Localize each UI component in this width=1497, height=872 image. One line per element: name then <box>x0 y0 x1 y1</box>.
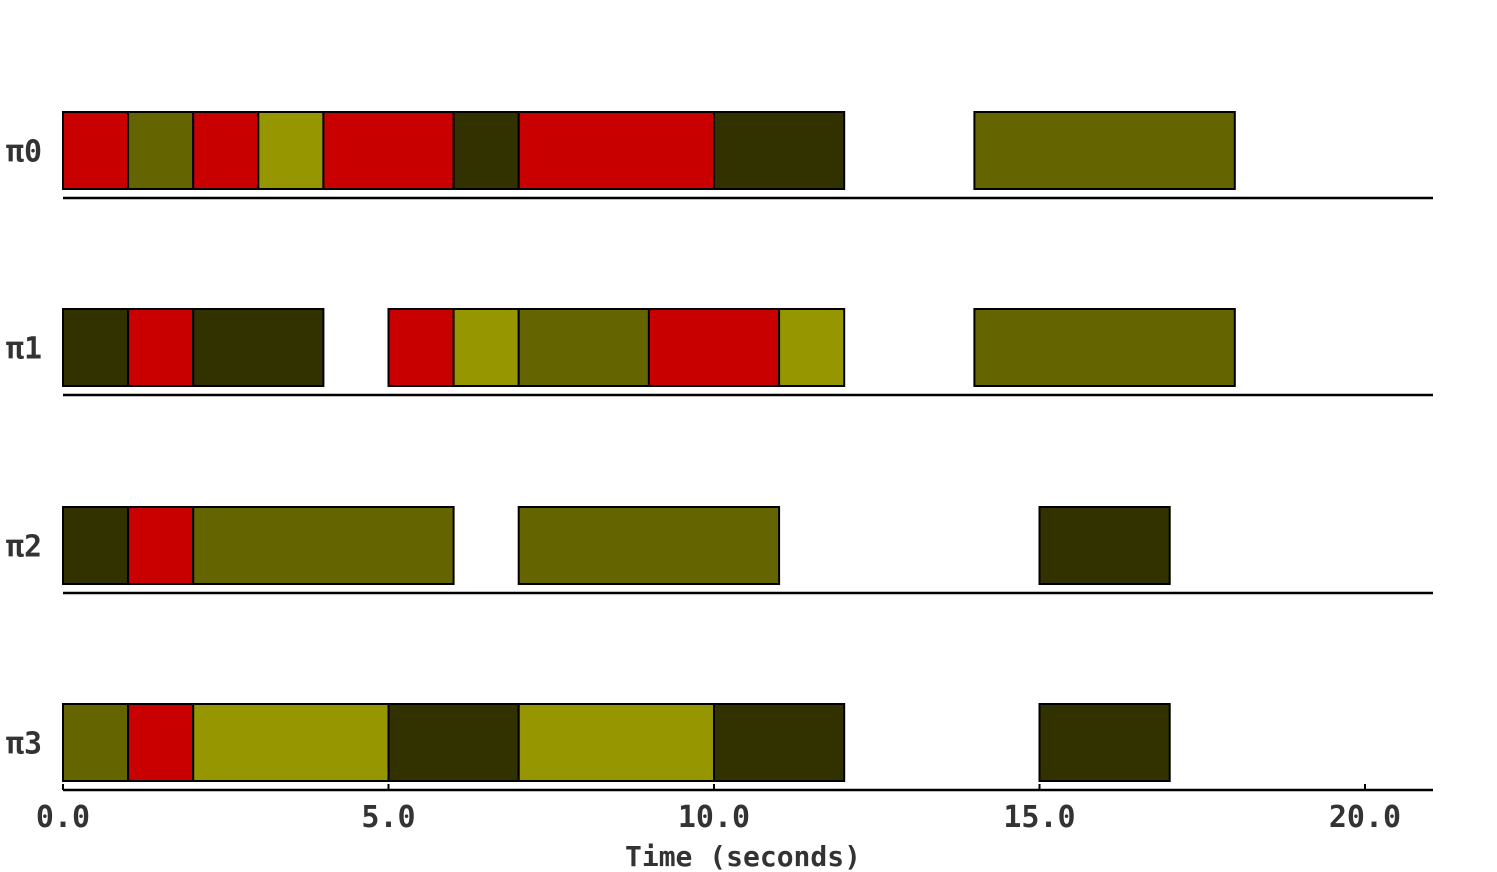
x-axis-title: Time (seconds) <box>625 840 861 872</box>
task-bar <box>517 506 781 585</box>
task-bar <box>192 308 325 387</box>
lane-label: π0 <box>6 135 42 170</box>
x-tick-label: 10.0 <box>678 800 750 835</box>
lane-0: π0 <box>6 111 1433 200</box>
lane-label: π2 <box>6 530 42 565</box>
task-bar <box>257 111 325 190</box>
x-axis: 0.0 5.0 10.0 15.0 20.0 <box>36 784 1401 835</box>
task-bar <box>192 703 390 782</box>
x-tick-label: 5.0 <box>361 800 415 835</box>
task-bar <box>127 111 195 190</box>
task-bar <box>192 111 260 190</box>
lanes-layer: π0 π1 π2 π3 <box>6 111 1433 792</box>
task-bar <box>322 111 455 190</box>
task-bar <box>192 506 455 585</box>
task-bar <box>127 308 195 387</box>
task-bar <box>713 703 846 782</box>
task-bar <box>517 308 650 387</box>
lane-label: π1 <box>6 332 42 367</box>
lane-label: π3 <box>6 727 42 762</box>
task-bar <box>387 703 520 782</box>
lane-1: π1 <box>6 308 1433 397</box>
lane-2: π2 <box>6 506 1433 595</box>
task-bar <box>62 111 130 190</box>
task-bar <box>62 308 130 387</box>
task-bar <box>452 111 520 190</box>
task-bar <box>1038 703 1171 782</box>
x-tick-label: 15.0 <box>1003 800 1075 835</box>
task-bar <box>517 111 716 190</box>
task-bar <box>517 703 716 782</box>
task-bar <box>62 703 130 782</box>
task-bar <box>778 308 846 387</box>
x-tick-label: 20.0 <box>1329 800 1401 835</box>
task-bar <box>127 506 195 585</box>
task-bar <box>647 308 781 387</box>
task-bar <box>387 308 455 387</box>
task-bar <box>452 308 520 387</box>
task-bar <box>973 111 1236 190</box>
lane-3: π3 <box>6 703 1433 792</box>
x-tick-label: 0.0 <box>36 800 90 835</box>
task-bar <box>1038 506 1171 585</box>
task-bar <box>973 308 1236 387</box>
task-bar <box>127 703 195 782</box>
task-bar <box>713 111 846 190</box>
task-bar <box>62 506 130 585</box>
